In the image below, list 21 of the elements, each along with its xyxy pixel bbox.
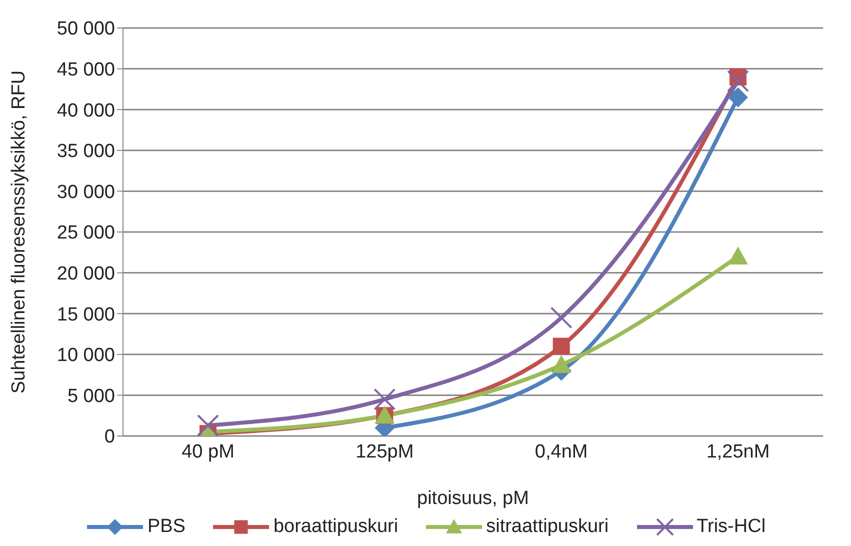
y-axis-title: Suhteellinen fluoresenssiyksikkö, RFU (8, 70, 30, 394)
legend-label: sitraattipuskuri (485, 516, 609, 538)
y-tick-label: 30 000 (56, 182, 115, 203)
y-tick-label: 25 000 (56, 222, 115, 244)
y-tick-label: 45 000 (56, 60, 115, 81)
y-tick-label: 40 000 (56, 100, 115, 122)
y-tick-label: 15 000 (56, 304, 115, 326)
y-tick-label: 20 000 (56, 264, 115, 285)
x-tick-label: 1,25nM (706, 441, 770, 462)
y-tick-label: 5 000 (67, 386, 115, 407)
legend-label: Tris-HCl (696, 516, 766, 538)
x-axis-title: pitoisuus, pM (417, 488, 529, 509)
x-tick-label: 40 pM (182, 441, 234, 462)
x-tick-label: 0,4nM (534, 441, 588, 462)
legend-label: boraattipuskuri (272, 516, 398, 538)
legend-label: PBS (146, 516, 186, 538)
y-tick-label: 35 000 (56, 141, 115, 162)
y-tick-label: 0 (104, 426, 115, 448)
y-tick-label: 10 000 (56, 345, 115, 366)
x-tick-label: 125pM (356, 441, 414, 462)
y-tick-label: 50 000 (56, 18, 115, 40)
